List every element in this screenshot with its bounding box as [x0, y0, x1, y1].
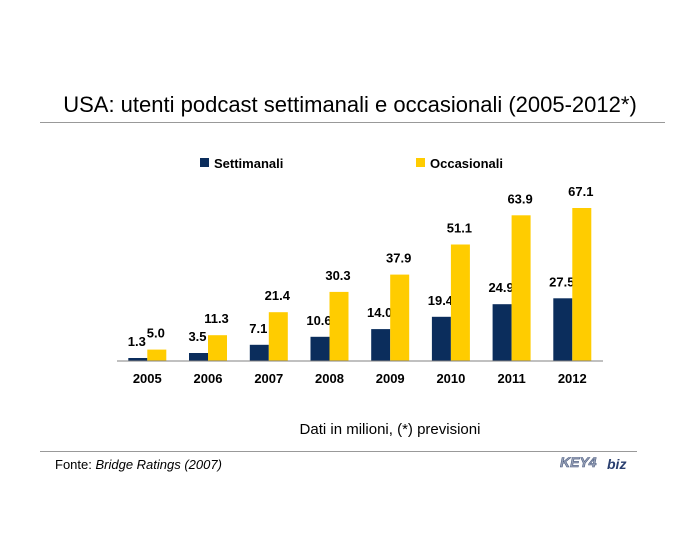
- x-tick-label-2008: 2008: [315, 371, 344, 386]
- legend-swatch-occasionali: [416, 158, 425, 167]
- legend: Settimanali Occasionali: [200, 156, 503, 171]
- x-tick-label-2012: 2012: [558, 371, 587, 386]
- data-label-occasionali-2005: 5.0: [147, 326, 165, 341]
- bar-chart: Settimanali Occasionali 1.35.0 3.5 11.3 7.1…: [117, 156, 603, 386]
- data-label-settimanali-2009: 14.0: [367, 305, 392, 320]
- data-label-occasionali-2012: 67.1: [568, 184, 593, 199]
- source-name: Bridge Ratings (2007): [95, 457, 222, 472]
- bar-occasionali-2010: [450, 244, 470, 361]
- bar-occasionali-2011: [511, 215, 531, 361]
- chart-title: USA: utenti podcast settimanali e occasi…: [63, 92, 637, 117]
- bar-settimanali-2010: [431, 316, 451, 361]
- bar-occasionali-2005: [147, 349, 167, 361]
- x-tick-label-2007: 2007: [254, 371, 283, 386]
- bar-settimanali-2009: [371, 329, 391, 361]
- data-label-occasionali-2010: 51.1: [447, 221, 472, 236]
- key4biz-logo: KEY4 biz: [560, 454, 626, 472]
- x-tick-label-2009: 2009: [376, 371, 405, 386]
- x-tick-label-2005: 2005: [133, 371, 162, 386]
- data-label-occasionali-2008: 30.3: [325, 268, 350, 283]
- data-label-settimanali-2012: 27.5: [549, 274, 574, 289]
- bar-settimanali-2008: [310, 336, 330, 361]
- x-tick-label-2006: 2006: [194, 371, 223, 386]
- data-label-occasionali-2009: 37.9: [386, 251, 411, 266]
- source-citation: Fonte: Bridge Ratings (2007): [55, 457, 222, 472]
- title-divider: [40, 122, 665, 123]
- data-label-settimanali-2006: 3.5: [188, 329, 206, 344]
- data-label-occasionali-2007: 21.4: [265, 288, 291, 303]
- logo-biz-text: biz: [607, 456, 626, 472]
- bar-settimanali-2011: [492, 304, 512, 361]
- bar-occasionali-2007: [268, 312, 288, 361]
- footnote: Dati in milioni, (*) previsioni: [299, 421, 481, 438]
- x-tick-labels: 2005 2006 2007 2008 2009 2010 2011 2012: [133, 371, 587, 386]
- legend-label-occasionali: Occasionali: [430, 156, 503, 171]
- bars-group: 1.35.0 3.5 11.3 7.1 21.4 10.6 30.3 14.0 37.9 19.4…: [128, 184, 593, 361]
- bar-occasionali-2008: [329, 291, 349, 361]
- legend-label-settimanali: Settimanali: [214, 156, 283, 171]
- data-label-settimanali-2005: 1.3: [128, 334, 146, 349]
- data-label-settimanali-2007: 7.1: [249, 321, 267, 336]
- source-label: Fonte:: [55, 457, 96, 472]
- bar-settimanali-2006: [189, 353, 208, 361]
- logo-key-text: KEY4: [560, 454, 597, 470]
- bar-settimanali-2007: [249, 344, 269, 361]
- bar-settimanali-2005: [128, 358, 148, 361]
- legend-swatch-settimanali: [200, 158, 209, 167]
- x-tick-label-2011: 2011: [497, 371, 525, 386]
- bar-settimanali-2012: [553, 298, 573, 361]
- data-label-occasionali-2011: 63.9: [507, 191, 532, 206]
- data-label-occasionali-2006: 11.3: [204, 311, 229, 326]
- footer-divider: [40, 451, 637, 452]
- bar-occasionali-2009: [390, 274, 410, 361]
- data-label-settimanali-2011: 24.9: [488, 280, 513, 295]
- data-label-settimanali-2008: 10.6: [306, 313, 331, 328]
- x-tick-label-2010: 2010: [436, 371, 465, 386]
- bar-occasionali-2006: [208, 335, 227, 361]
- data-label-settimanali-2010: 19.4: [428, 293, 454, 308]
- bar-occasionali-2012: [572, 208, 592, 361]
